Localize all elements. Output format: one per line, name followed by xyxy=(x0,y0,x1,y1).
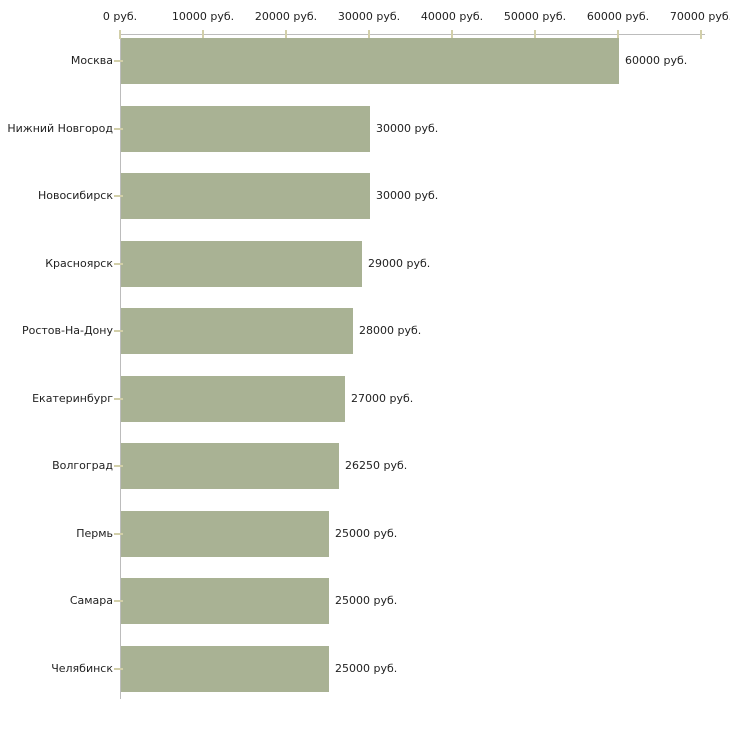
x-axis-tick xyxy=(534,30,536,39)
x-axis-tick-label: 30000 руб. xyxy=(337,10,401,23)
category-label: Москва xyxy=(70,54,113,67)
x-axis-line xyxy=(120,34,705,35)
x-axis-tick-label: 40000 руб. xyxy=(420,10,484,23)
bar-Красноярск xyxy=(121,241,362,287)
category-label: Красноярск xyxy=(45,257,113,270)
x-axis-tick xyxy=(285,30,287,39)
y-axis-tick xyxy=(114,465,123,467)
x-axis-tick xyxy=(617,30,619,39)
category-label: Пермь xyxy=(76,527,113,540)
category-label: Ростов-На-Дону xyxy=(21,324,113,337)
bar-Пермь xyxy=(121,511,329,557)
y-axis-tick xyxy=(114,60,123,62)
value-label: 30000 руб. xyxy=(376,189,439,202)
bar-Новосибирск xyxy=(121,173,370,219)
value-label: 28000 руб. xyxy=(359,324,422,337)
y-axis-tick xyxy=(114,128,123,130)
value-label: 29000 руб. xyxy=(368,257,431,270)
value-label: 27000 руб. xyxy=(351,392,414,405)
category-label: Екатеринбург xyxy=(32,392,113,405)
category-label: Волгоград xyxy=(52,459,113,472)
bar-Челябинск xyxy=(121,646,329,692)
x-axis-tick-label: 20000 руб. xyxy=(254,10,318,23)
bar-Волгоград xyxy=(121,443,339,489)
x-axis-tick xyxy=(368,30,370,39)
x-axis-tick xyxy=(119,30,121,39)
y-axis-tick xyxy=(114,195,123,197)
y-axis-tick xyxy=(114,263,123,265)
y-axis-line xyxy=(120,34,121,699)
bar-Самара xyxy=(121,578,329,624)
value-label: 26250 руб. xyxy=(345,459,408,472)
y-axis-tick xyxy=(114,330,123,332)
category-label: Нижний Новгород xyxy=(7,122,113,135)
x-axis-tick-label: 10000 руб. xyxy=(171,10,235,23)
y-axis-tick xyxy=(114,600,123,602)
value-label: 60000 руб. xyxy=(625,54,688,67)
bar-Ростов-На-Дону xyxy=(121,308,353,354)
category-label: Новосибирск xyxy=(37,189,113,202)
x-axis-tick-label: 0 руб. xyxy=(102,10,138,23)
value-label: 30000 руб. xyxy=(376,122,439,135)
value-label: 25000 руб. xyxy=(335,662,398,675)
y-axis-tick xyxy=(114,668,123,670)
x-axis-tick xyxy=(202,30,204,39)
bar-Екатеринбург xyxy=(121,376,345,422)
value-label: 25000 руб. xyxy=(335,527,398,540)
y-axis-tick xyxy=(114,398,123,400)
bar-Москва xyxy=(121,38,619,84)
x-axis-tick-label: 60000 руб. xyxy=(586,10,650,23)
x-axis-tick xyxy=(451,30,453,39)
x-axis-tick-label: 70000 руб. xyxy=(669,10,730,23)
category-label: Челябинск xyxy=(51,662,113,675)
y-axis-tick xyxy=(114,533,123,535)
x-axis-tick-label: 50000 руб. xyxy=(503,10,567,23)
category-label: Самара xyxy=(69,594,113,607)
value-label: 25000 руб. xyxy=(335,594,398,607)
bar-Нижний Новгород xyxy=(121,106,370,152)
x-axis-tick xyxy=(700,30,702,39)
